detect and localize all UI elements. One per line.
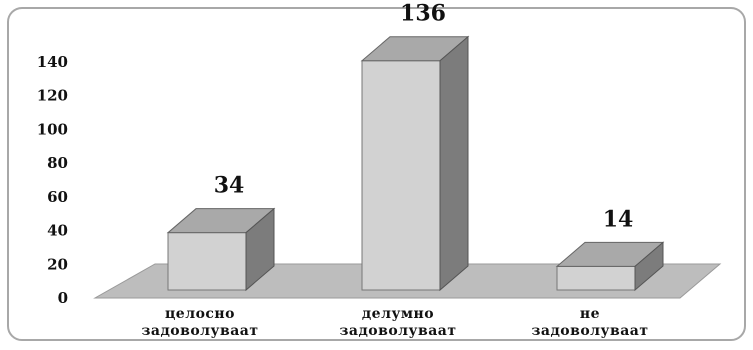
bar-side: [634, 241, 664, 292]
bar-front: [556, 265, 636, 291]
y-tick-label: 140: [37, 53, 68, 71]
data-label: 34: [214, 173, 245, 199]
bar-side: [245, 207, 275, 292]
data-labels-group: 34 136 14: [214, 1, 634, 233]
bar-0: [166, 207, 276, 292]
x-category-label: целосно: [165, 306, 235, 322]
y-tick-label: 40: [47, 222, 68, 240]
y-tick-label: 20: [47, 255, 68, 273]
bar-front: [361, 60, 441, 291]
y-tick-label: 0: [58, 289, 68, 307]
x-category-label: делумно: [362, 306, 434, 322]
y-tick-label: 100: [37, 120, 68, 138]
bar-2: [555, 241, 665, 292]
x-category-label: задоволуваат: [141, 323, 258, 339]
bars-group: [166, 35, 665, 292]
y-axis: 0 20 40 60 80 100 120 140: [37, 53, 68, 307]
data-label: 14: [603, 206, 634, 232]
x-category-label: задоволуваат: [339, 323, 456, 339]
y-tick-label: 120: [37, 87, 68, 105]
x-category-label: задоволуваат: [531, 323, 648, 339]
data-label: 136: [400, 1, 446, 27]
bar-side: [439, 35, 469, 292]
bar-1: [360, 35, 470, 292]
y-tick-label: 60: [47, 188, 68, 206]
x-axis: целоснозадоволуваатделумнозадоволуваатне…: [141, 306, 648, 339]
bar-front: [167, 232, 247, 291]
y-tick-label: 80: [47, 154, 68, 172]
x-category-label: не: [580, 306, 600, 322]
